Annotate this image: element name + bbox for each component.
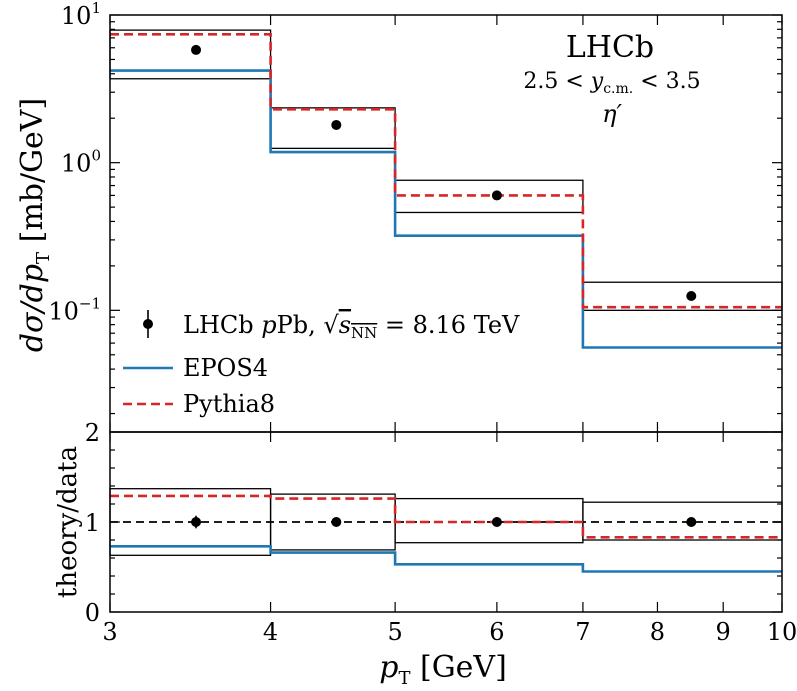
ratio-y-axis-label: theory/data (53, 446, 83, 598)
top-y-tick-label-0: 101 (61, 0, 101, 30)
x-tick-label-1: 4 (263, 618, 278, 646)
experiment-label: LHCb (566, 30, 654, 65)
ratio-y-tick-label-1: 1 (85, 509, 100, 537)
legend: LHCb pPb, √sNN = 8.16 TeV EPOS4 Pythia8 (123, 310, 520, 418)
top-y-tick-label-2: 10−1 (48, 294, 101, 325)
x-tick-label-3: 6 (489, 618, 504, 646)
ratio-pythia8-line (110, 494, 782, 539)
ratio-epos4-line (110, 545, 782, 573)
ratio-panel-frame (109, 431, 783, 613)
rapidity-label: 2.5 < yc.m. < 3.5 (523, 69, 700, 97)
rapidity-lo: 2.5 (523, 69, 558, 94)
top-ylabel-math: dσ/dp (15, 264, 50, 352)
x-axis-label: pT [GeV] (379, 650, 507, 689)
legend-epos-label: EPOS4 (183, 354, 268, 382)
ratio-data-point-3 (686, 517, 697, 527)
rapidity-var: y (590, 69, 604, 94)
top-data-point-3 (686, 291, 697, 302)
top-pythia8-line (110, 33, 782, 309)
ratio-data-point-1 (331, 517, 342, 527)
top-data-point-2 (491, 190, 502, 201)
top-data-point-0 (191, 44, 202, 55)
ratio-y-tick-label-2: 2 (85, 419, 100, 447)
legend-data-marker (143, 319, 153, 329)
rapidity-sub: c.m. (603, 81, 633, 97)
legend-data-label: LHCb pPb, √sNN = 8.16 TeV (183, 311, 520, 342)
top-y-axis-label: dσ/dpT [mb/GeV] (15, 98, 54, 352)
rapidity-hi: 3.5 (666, 69, 701, 94)
x-tick-label-4: 7 (575, 618, 590, 646)
top-data-point-1 (331, 119, 342, 130)
legend-pythia-label: Pythia8 (183, 390, 275, 418)
ratio-data-point-0 (191, 517, 202, 527)
top-y-tick-label-1: 100 (61, 147, 101, 178)
x-tick-label-0: 3 (102, 618, 117, 646)
ratio-y-tick-label-0: 0 (85, 599, 100, 627)
top-ylabel-unit: [mb/GeV] (15, 98, 50, 243)
x-tick-label-7: 10 (767, 618, 797, 646)
x-tick-label-6: 9 (716, 618, 731, 646)
top-ylabel-sub: T (33, 252, 54, 264)
x-tick-label-2: 5 (387, 618, 402, 646)
particle-label: η′ (602, 100, 622, 128)
ratio-data-point-2 (491, 517, 502, 527)
x-tick-label-5: 8 (650, 618, 665, 646)
ratio-uncertainty-box-2 (394, 497, 584, 544)
